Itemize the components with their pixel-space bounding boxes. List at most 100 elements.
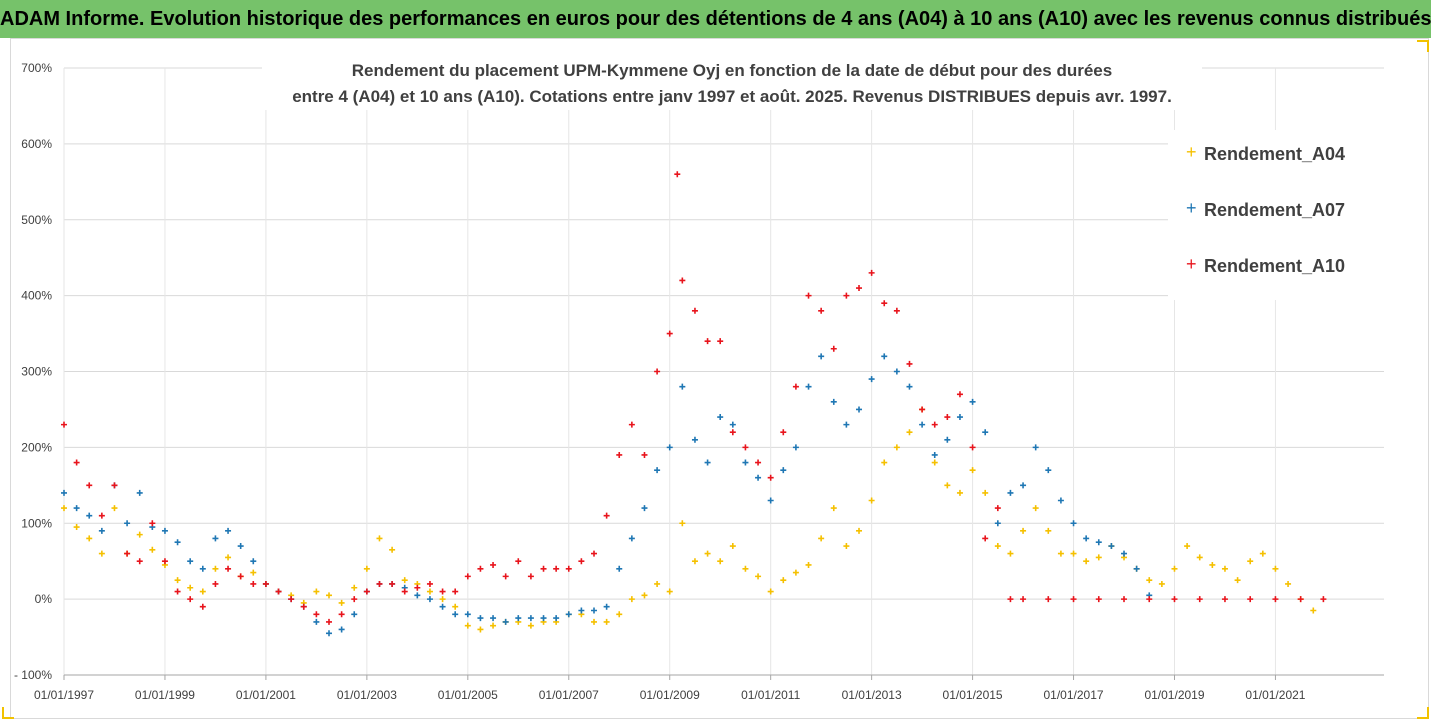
data-point [250,558,257,565]
data-point [1297,596,1304,603]
x-tick-label: 01/01/2013 [842,688,902,702]
data-point [666,330,673,337]
data-point [490,615,497,622]
data-point [515,615,522,622]
x-tick-label: 01/01/2001 [236,688,296,702]
data-point [1285,580,1292,587]
data-point [666,588,673,595]
data-point [742,459,749,466]
data-point [956,489,963,496]
data-point [628,596,635,603]
data-point [187,558,194,565]
data-point [237,573,244,580]
data-point [641,592,648,599]
data-point [553,565,560,572]
gridlines [63,67,1384,676]
legend-marker-a04: + [1186,142,1197,162]
x-tick-label: 01/01/2009 [640,688,700,702]
data-point [439,603,446,610]
data-point [691,558,698,565]
x-tick-label: 01/01/2019 [1144,688,1204,702]
data-point [906,429,913,436]
data-point [288,596,295,603]
data-point [591,618,598,625]
frame-corner-marker [1417,707,1429,719]
data-point [956,391,963,398]
y-tick-label: 200% [21,440,52,454]
data-point [1272,596,1279,603]
data-point [856,406,863,413]
x-tick-label: 01/01/1997 [34,688,94,702]
data-point [565,611,572,618]
data-point [1095,539,1102,546]
data-point [1045,467,1052,474]
data-point [464,611,471,618]
data-point [338,626,345,633]
data-point [212,535,219,542]
data-point [414,584,421,591]
data-point [262,580,269,587]
data-point [187,584,194,591]
data-point [351,596,358,603]
x-tick-label: 01/01/1999 [135,688,195,702]
data-point [502,618,509,625]
chart-title-line2: entre 4 (A04) et 10 ans (A10). Cotations… [292,87,1172,106]
data-point [1196,596,1203,603]
data-point [818,307,825,314]
data-point [73,505,80,512]
data-point [477,615,484,622]
data-point [679,383,686,390]
data-point [881,300,888,307]
data-point [527,622,534,629]
data-point [982,489,989,496]
data-point [401,588,408,595]
data-point [1196,554,1203,561]
data-point [868,376,875,383]
data-point [893,307,900,314]
y-tick-label: - 100% [14,668,52,682]
data-point [1007,550,1014,557]
data-point [628,421,635,428]
data-point [666,444,673,451]
data-point [729,429,736,436]
data-point [1108,543,1115,550]
data-point [755,459,762,466]
data-point [237,543,244,550]
data-point [98,550,105,557]
data-point [136,531,143,538]
data-point [1083,535,1090,542]
data-point [540,615,547,622]
data-point [792,569,799,576]
data-point [729,543,736,550]
data-point [376,580,383,587]
data-point [1146,577,1153,584]
data-point [1320,596,1327,603]
data-point [755,474,762,481]
data-point [338,611,345,618]
data-point [1310,607,1317,614]
data-point [919,406,926,413]
data-point [149,520,156,527]
data-point [1158,580,1165,587]
data-point [805,561,812,568]
chart-title: Rendement du placement UPM-Kymmene Oyj e… [262,58,1202,110]
data-point [956,414,963,421]
data-point [363,565,370,572]
data-point [174,539,181,546]
data-point [994,505,1001,512]
data-point [906,360,913,367]
data-point [61,489,67,496]
series-Rendement_A04 [61,406,1317,633]
data-point [717,338,724,345]
data-point [578,607,585,614]
data-point [86,535,93,542]
data-point [136,489,143,496]
legend-label-a07: Rendement_A07 [1204,200,1346,220]
data-point [73,524,80,531]
x-tick-label: 01/01/2011 [741,688,800,702]
data-point [654,467,661,474]
frame-corner-marker [2,707,14,719]
data-point [136,558,143,565]
data-point [1272,565,1279,572]
data-point [780,577,787,584]
